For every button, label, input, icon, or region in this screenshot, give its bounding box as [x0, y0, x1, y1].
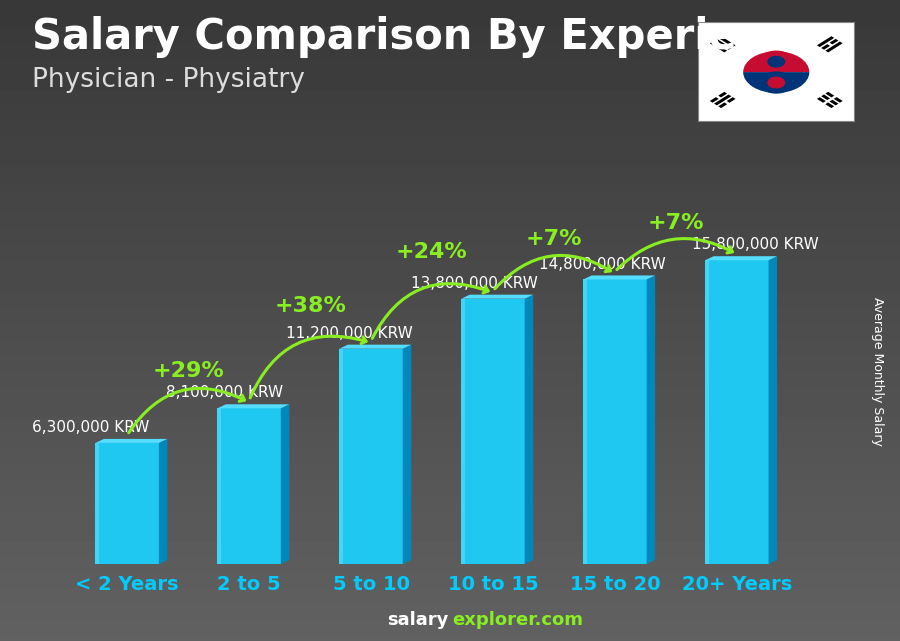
Polygon shape: [821, 94, 830, 100]
Polygon shape: [821, 44, 830, 50]
Bar: [95, 443, 159, 564]
Bar: [583, 279, 587, 564]
Polygon shape: [726, 97, 735, 103]
Polygon shape: [402, 345, 411, 564]
Circle shape: [768, 78, 785, 88]
Bar: [339, 349, 343, 564]
Polygon shape: [710, 97, 719, 103]
Circle shape: [760, 51, 793, 72]
Polygon shape: [710, 42, 727, 53]
Text: explorer.com: explorer.com: [452, 612, 583, 629]
Polygon shape: [705, 256, 777, 260]
Polygon shape: [281, 404, 289, 564]
Bar: [218, 408, 221, 564]
Text: +29%: +29%: [152, 361, 224, 381]
Polygon shape: [718, 36, 735, 47]
Text: 8,100,000 KRW: 8,100,000 KRW: [166, 385, 284, 401]
Text: +7%: +7%: [648, 213, 704, 233]
Text: 6,300,000 KRW: 6,300,000 KRW: [32, 420, 149, 435]
Bar: [462, 299, 465, 564]
Polygon shape: [583, 276, 655, 279]
Polygon shape: [159, 439, 167, 564]
Circle shape: [768, 56, 785, 67]
Polygon shape: [833, 97, 842, 103]
Text: 13,800,000 KRW: 13,800,000 KRW: [411, 276, 538, 291]
Polygon shape: [830, 39, 839, 44]
Polygon shape: [825, 92, 834, 97]
Bar: [583, 279, 646, 564]
Polygon shape: [718, 92, 727, 97]
Bar: [705, 260, 709, 564]
Text: salary: salary: [387, 612, 448, 629]
Polygon shape: [462, 295, 533, 299]
Text: +24%: +24%: [396, 242, 468, 262]
Text: Salary Comparison By Experience: Salary Comparison By Experience: [32, 16, 819, 58]
Polygon shape: [769, 256, 777, 564]
Polygon shape: [218, 404, 289, 408]
Wedge shape: [743, 72, 809, 93]
Polygon shape: [718, 103, 727, 108]
Text: +7%: +7%: [526, 228, 582, 249]
Text: 15,800,000 KRW: 15,800,000 KRW: [692, 237, 818, 253]
Bar: [218, 408, 281, 564]
Wedge shape: [743, 51, 809, 72]
Polygon shape: [339, 345, 411, 349]
Text: Average Monthly Salary: Average Monthly Salary: [871, 297, 884, 446]
Bar: [95, 443, 99, 564]
Polygon shape: [714, 39, 732, 50]
Text: +38%: +38%: [274, 296, 346, 316]
Polygon shape: [830, 100, 839, 105]
Polygon shape: [817, 97, 826, 103]
Polygon shape: [525, 295, 533, 564]
Polygon shape: [817, 36, 834, 47]
Bar: [339, 349, 402, 564]
Bar: [462, 299, 525, 564]
Bar: [705, 260, 769, 564]
Text: Physician - Physiatry: Physician - Physiatry: [32, 67, 304, 94]
Polygon shape: [825, 42, 842, 53]
Text: 11,200,000 KRW: 11,200,000 KRW: [285, 326, 412, 341]
Polygon shape: [95, 439, 167, 443]
Polygon shape: [714, 94, 732, 105]
Text: 14,800,000 KRW: 14,800,000 KRW: [539, 256, 666, 272]
Circle shape: [760, 72, 793, 93]
Polygon shape: [825, 103, 834, 108]
Polygon shape: [646, 276, 655, 564]
